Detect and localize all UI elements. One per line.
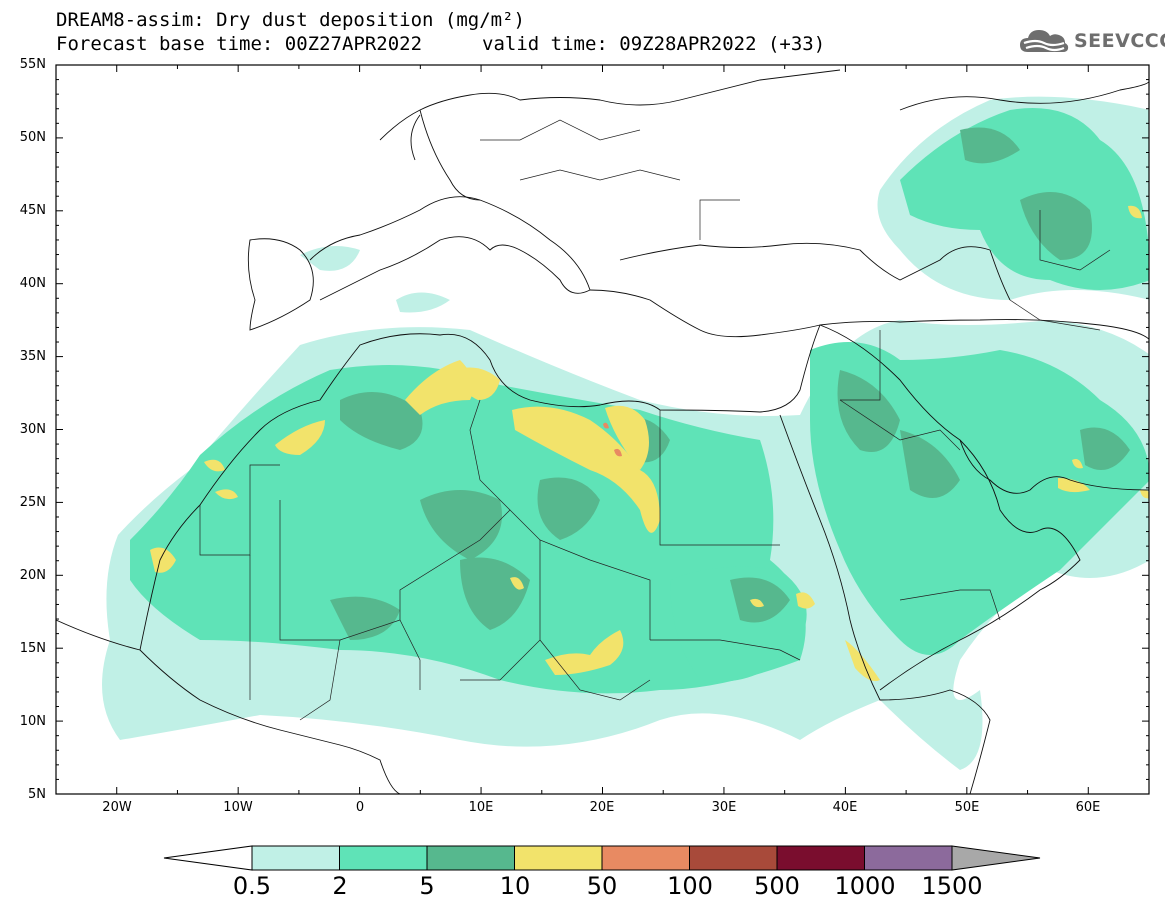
colorbar-label-50: 50 <box>586 872 618 900</box>
cloud-logo-icon <box>1020 30 1069 52</box>
lon-label-0: 0 <box>355 800 365 815</box>
colorbar-box-5 <box>426 845 515 871</box>
dust-field <box>102 96 1149 770</box>
lat-label-55N: 55N <box>19 57 46 72</box>
valid-time: valid time: 09Z28APR2022 (+33) <box>482 33 826 55</box>
lat-label-25N: 25N <box>19 495 46 510</box>
lon-label-10E: 10E <box>468 800 494 815</box>
lat-label-5N: 5N <box>28 787 46 802</box>
lat-label-50N: 50N <box>19 130 46 145</box>
map-title: DREAM8-assim: Dry dust deposition (mg/m²… <box>56 9 525 31</box>
lon-label-60E: 60E <box>1075 800 1101 815</box>
colorbar-label-5: 5 <box>419 872 435 900</box>
colorbar-box-0.5 <box>251 845 340 871</box>
colorbar-box-50 <box>601 845 690 871</box>
lat-label-20N: 20N <box>19 568 46 583</box>
lon-label-20W: 20W <box>102 800 132 815</box>
borders <box>199 119 1111 721</box>
colorbar-label-1500: 1500 <box>921 872 983 900</box>
colorbar-label-500: 500 <box>754 872 800 900</box>
lat-label-30N: 30N <box>19 422 46 437</box>
colorbar-box-10 <box>514 845 603 871</box>
lat-label-45N: 45N <box>19 203 46 218</box>
logo-text: SEEVCCC <box>1074 30 1165 52</box>
dust-level-10 <box>150 205 1149 682</box>
colorbar-box-2 <box>339 845 428 871</box>
colorbar-label-100: 100 <box>667 872 713 900</box>
seevccc-logo: SEEVCCC <box>1018 24 1165 58</box>
lat-label-10N: 10N <box>19 714 46 729</box>
colorbar-over-triangle <box>951 845 1041 871</box>
dust-level-5 <box>330 127 1130 640</box>
lon-label-10W: 10W <box>223 800 253 815</box>
lon-label-30E: 30E <box>711 800 737 815</box>
lon-label-50E: 50E <box>954 800 980 815</box>
colorbar-box-500 <box>776 845 865 871</box>
lat-label-40N: 40N <box>19 276 46 291</box>
lon-label-20E: 20E <box>589 800 615 815</box>
colorbar-box-1000 <box>864 845 953 871</box>
colorbar-under-triangle <box>163 845 253 871</box>
lon-label-40E: 40E <box>832 800 858 815</box>
colorbar-boxes <box>251 845 953 871</box>
colorbar-label-2: 2 <box>332 872 348 900</box>
coastlines <box>56 69 1149 794</box>
colorbar-label-0.5: 0.5 <box>232 872 272 900</box>
axis-ticks <box>55 64 1150 795</box>
colorbar <box>163 845 1041 871</box>
dust-level-50 <box>603 422 622 457</box>
colorbar-label-1000: 1000 <box>834 872 896 900</box>
colorbar-label-10: 10 <box>499 872 531 900</box>
lat-label-15N: 15N <box>19 641 46 656</box>
colorbar-box-100 <box>689 845 778 871</box>
lat-label-35N: 35N <box>19 349 46 364</box>
forecast-base-time: Forecast base time: 00Z27APR2022 <box>56 33 423 55</box>
